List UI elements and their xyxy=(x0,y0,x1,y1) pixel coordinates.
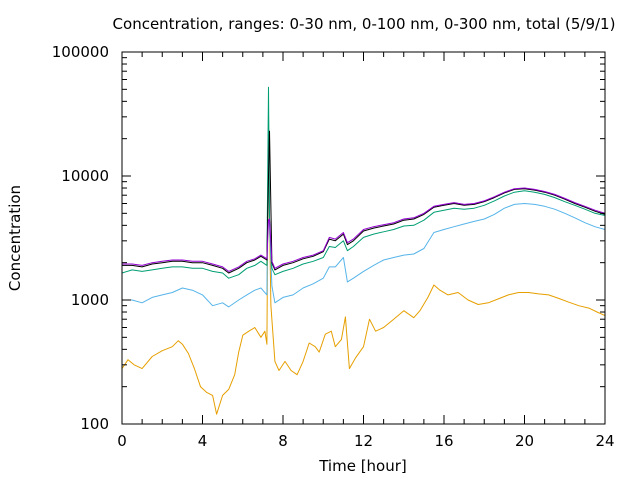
y-tick-label: 1000 xyxy=(71,291,109,309)
y-axis-label: Concentration xyxy=(6,185,24,291)
series-line-1 xyxy=(122,116,605,415)
x-axis-label: Time [hour] xyxy=(318,457,407,475)
chart-title: Concentration, ranges: 0-30 nm, 0-100 nm… xyxy=(113,15,616,33)
y-tick-label: 10000 xyxy=(61,167,109,185)
series-line-5 xyxy=(122,187,605,272)
y-tick-label: 100 xyxy=(80,415,109,433)
x-tick-label: 12 xyxy=(354,432,373,450)
x-tick-label: 20 xyxy=(515,432,534,450)
plot-frame xyxy=(121,51,606,425)
series-line-3 xyxy=(122,86,605,279)
x-tick-label: 16 xyxy=(434,432,453,450)
x-tick-label: 4 xyxy=(198,432,208,450)
x-tick-label: 0 xyxy=(117,432,127,450)
series-line-4 xyxy=(122,130,605,274)
y-tick-label: 100000 xyxy=(52,43,109,61)
x-tick-label: 8 xyxy=(278,432,288,450)
series-line-2 xyxy=(122,112,605,308)
x-tick-label: 24 xyxy=(595,432,614,450)
